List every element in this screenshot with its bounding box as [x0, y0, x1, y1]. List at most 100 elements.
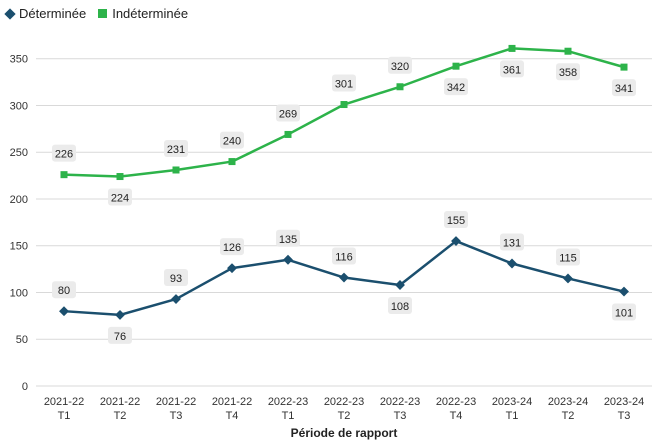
data-label: 342: [447, 82, 465, 94]
data-label-box: [220, 238, 244, 256]
data-label: 116: [335, 252, 353, 264]
x-tick-label: T3: [618, 410, 631, 422]
data-label: 108: [391, 301, 409, 313]
x-tick-label: 2022-23: [380, 396, 420, 408]
x-tick-label: T2: [338, 410, 351, 422]
x-axis-title: Période de rapport: [291, 426, 398, 440]
x-tick-label: 2023-24: [604, 396, 644, 408]
data-label: 131: [503, 237, 521, 249]
data-point: [283, 254, 293, 265]
data-label-box: [556, 248, 580, 266]
data-label: 101: [615, 308, 633, 320]
x-tick-label: T3: [394, 410, 407, 422]
data-label-box: [276, 229, 300, 247]
data-label-box: [388, 297, 412, 315]
data-point: [396, 83, 404, 91]
data-point: [172, 166, 180, 174]
data-label: 361: [503, 64, 521, 76]
x-tick-label: 2021-22: [212, 396, 252, 408]
data-point: [507, 258, 517, 269]
legend: Déterminée Indéterminée: [4, 6, 200, 21]
data-point: [115, 309, 125, 320]
data-label: 93: [170, 273, 182, 285]
x-tick-label: T1: [282, 410, 295, 422]
series-line: [63, 47, 625, 178]
x-tick-label: T3: [170, 410, 183, 422]
legend-label: Indéterminée: [112, 6, 189, 21]
data-label: 76: [114, 331, 126, 343]
data-label-box: [332, 74, 356, 92]
data-point: [60, 171, 68, 179]
x-tick-label: 2022-23: [436, 396, 476, 408]
data-label: 226: [55, 149, 73, 161]
x-tick-label: T1: [58, 410, 71, 422]
data-label: 301: [335, 79, 353, 91]
y-tick-label: 100: [10, 287, 28, 299]
x-tick-label: 2022-23: [268, 396, 308, 408]
data-label-box: [164, 269, 188, 287]
data-label: 224: [111, 193, 129, 205]
data-point: [340, 101, 348, 109]
data-point: [563, 273, 573, 284]
x-tick-label: T1: [506, 410, 519, 422]
x-tick-label: T4: [226, 410, 239, 422]
data-label-box: [612, 79, 636, 97]
x-tick-label: 2022-23: [324, 396, 364, 408]
square-marker-icon: [98, 9, 108, 18]
x-tick-label: 2021-22: [156, 396, 196, 408]
data-point: [59, 306, 69, 317]
data-label-box: [556, 63, 580, 81]
data-label-box: [388, 56, 412, 74]
data-label: 341: [615, 83, 633, 95]
data-label-box: [276, 104, 300, 122]
data-label-box: [220, 131, 244, 149]
data-label-box: [52, 281, 76, 299]
data-label: 320: [391, 61, 409, 73]
data-label-box: [612, 303, 636, 321]
y-tick-label: 150: [10, 241, 28, 253]
data-label: 115: [559, 252, 577, 264]
y-tick-label: 350: [10, 54, 28, 66]
data-label: 135: [279, 234, 297, 246]
y-tick-label: 0: [22, 381, 28, 393]
x-tick-label: 2023-24: [492, 396, 532, 408]
data-label-box: [108, 188, 132, 206]
data-label: 80: [58, 285, 70, 297]
data-label-box: [52, 144, 76, 162]
data-label-box: [332, 247, 356, 265]
data-point: [564, 47, 572, 55]
data-point: [116, 173, 124, 181]
y-tick-label: 50: [16, 334, 28, 346]
y-tick-label: 300: [10, 100, 28, 112]
data-label-box: [500, 233, 524, 251]
data-label: 269: [279, 108, 297, 120]
data-label: 126: [223, 242, 241, 254]
data-label: 231: [167, 144, 185, 156]
data-point: [508, 44, 516, 52]
x-tick-label: T4: [450, 410, 463, 422]
x-tick-label: T2: [562, 410, 575, 422]
data-point: [395, 280, 405, 290]
data-point: [620, 63, 628, 71]
data-label-box: [164, 139, 188, 157]
legend-item-indeterminee: Indéterminée: [98, 6, 188, 21]
data-point: [339, 272, 349, 283]
data-label-box: [444, 78, 468, 96]
data-point: [451, 236, 461, 247]
x-tick-label: 2023-24: [548, 396, 588, 408]
x-tick-label: 2021-22: [100, 396, 140, 408]
y-tick-label: 250: [10, 147, 28, 159]
data-point: [452, 62, 460, 70]
data-label-box: [444, 211, 468, 229]
data-label: 358: [559, 67, 577, 79]
legend-item-determinee: Déterminée: [4, 6, 87, 21]
data-label-box: [108, 326, 132, 344]
legend-label: Déterminée: [19, 6, 87, 21]
data-point: [619, 286, 629, 297]
data-label: 240: [223, 136, 241, 148]
x-tick-label: 2021-22: [44, 396, 84, 408]
y-tick-label: 200: [10, 194, 28, 206]
data-point: [227, 263, 237, 274]
data-label: 155: [447, 215, 465, 227]
